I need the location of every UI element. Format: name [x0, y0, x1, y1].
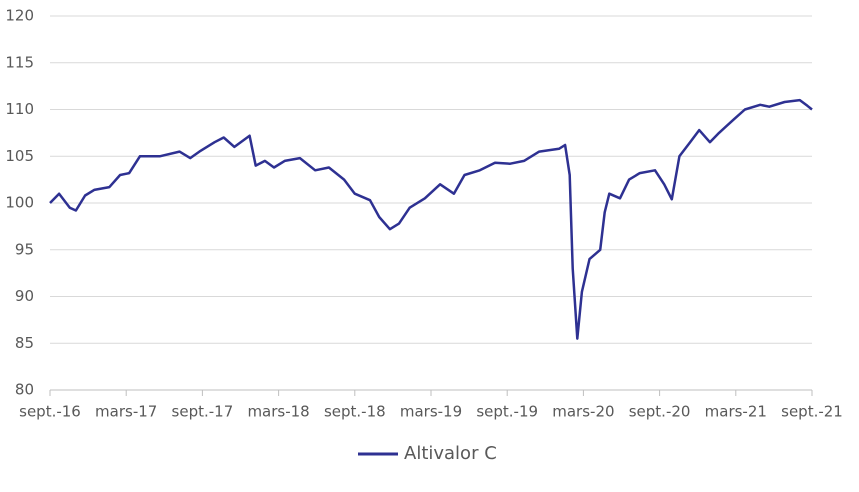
x-tick-label: sept.-19 [476, 403, 538, 421]
y-tick-label: 115 [5, 53, 34, 71]
x-tick-label: sept.-16 [19, 403, 81, 421]
x-tick-label: mars-17 [95, 403, 157, 421]
y-tick-label: 85 [15, 334, 34, 352]
x-tick-label: mars-20 [552, 403, 614, 421]
x-tick-label: sept.-21 [781, 403, 843, 421]
y-tick-label: 105 [5, 147, 34, 165]
y-tick-label: 95 [15, 240, 34, 258]
y-tick-label: 80 [15, 381, 34, 399]
x-tick-label: sept.-20 [629, 403, 691, 421]
series-line [49, 98, 813, 340]
x-tick-label: sept.-18 [324, 403, 386, 421]
legend-label: Altivalor C [404, 443, 497, 464]
x-tick-label: mars-19 [400, 403, 462, 421]
y-tick-label: 100 [5, 194, 34, 212]
x-tick-label: mars-21 [705, 403, 767, 421]
y-tick-label: 110 [5, 100, 34, 118]
y-tick-label: 120 [5, 7, 34, 25]
x-tick-label: mars-18 [247, 403, 309, 421]
x-tick-label: sept.-17 [172, 403, 234, 421]
y-tick-label: 90 [15, 287, 34, 305]
